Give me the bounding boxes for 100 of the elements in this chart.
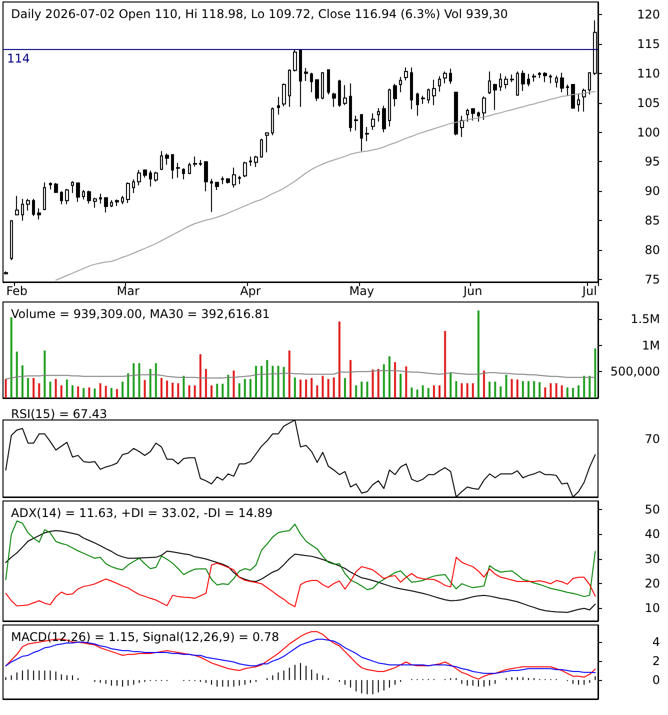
chart-title: MACD(12,26) = 1.15, Signal(12,26,9) = 0.78: [11, 630, 280, 644]
y-tick-label: 500,000: [610, 364, 660, 379]
y-tick-label: 80: [644, 243, 660, 258]
chart-title: RSI(15) = 67.43: [11, 407, 108, 421]
bar: [350, 360, 352, 398]
candlestick: [182, 168, 185, 180]
bar: [355, 385, 358, 398]
candlestick: [338, 79, 341, 108]
bar: [204, 368, 207, 398]
candlestick: [566, 84, 569, 96]
bar: [199, 354, 202, 398]
bar: [72, 385, 74, 398]
y-tick-label: 115: [637, 36, 660, 51]
y-tick-label: 90: [644, 184, 660, 198]
bar: [255, 366, 258, 398]
bar: [527, 381, 530, 398]
text: 70: [644, 432, 660, 446]
candlestick: [588, 72, 591, 96]
candlestick: [115, 198, 119, 206]
candlestick: [416, 92, 419, 116]
bar: [110, 388, 112, 398]
chart-title: ADX(14) = 11.63, +DI = 33.02, -DI = 14.89: [11, 506, 273, 520]
bar: [194, 385, 196, 398]
candlestick: [504, 76, 508, 90]
candlestick: [360, 114, 363, 152]
candlestick: [460, 115, 464, 138]
bar: [477, 310, 480, 398]
y-tick-label: 110: [637, 66, 660, 80]
line-series: [5, 631, 596, 680]
candlestick: [238, 175, 241, 185]
bar: [494, 382, 496, 398]
bar: [244, 379, 246, 398]
y-tick-label: 40: [644, 527, 660, 542]
bar: [232, 370, 235, 398]
candlestick: [160, 150, 163, 170]
candlestick: [232, 167, 236, 188]
candlestick: [15, 195, 19, 216]
candlestick: [288, 68, 291, 108]
bar: [416, 390, 418, 398]
bar: [450, 372, 452, 398]
line-series: [5, 530, 596, 613]
y-tick-label: 2: [652, 654, 660, 668]
candlestick: [76, 182, 80, 202]
bar: [560, 385, 563, 398]
line-series: [55, 91, 596, 281]
bar: [222, 384, 224, 398]
candlestick: [265, 132, 269, 153]
bar: [488, 382, 491, 398]
bar: [216, 384, 218, 398]
candlestick: [555, 75, 558, 88]
bar: [572, 388, 574, 398]
bar: [60, 385, 62, 398]
candlestick: [199, 159, 202, 166]
candlestick: [204, 160, 208, 192]
candlestick: [466, 108, 469, 122]
bar: [288, 350, 290, 398]
bar: [322, 376, 324, 398]
y-tick-label: 75: [644, 272, 660, 287]
bar: [132, 363, 135, 398]
candlestick: [10, 220, 13, 261]
bar: [316, 385, 318, 398]
candlestick: [315, 78, 319, 102]
candlestick: [49, 182, 52, 190]
ref-line-label: 114: [7, 52, 30, 66]
bar: [282, 366, 285, 398]
bar: [438, 385, 441, 398]
bar: [522, 381, 524, 398]
candlestick: [277, 96, 280, 116]
bar: [310, 378, 313, 398]
bar: [455, 381, 458, 398]
candlestick: [577, 92, 580, 112]
candlestick: [377, 108, 380, 122]
bar: [516, 380, 518, 398]
x-tick-label: Apr: [240, 284, 261, 298]
bar: [166, 380, 168, 398]
x-tick-label: Feb: [6, 284, 28, 298]
bar: [266, 360, 268, 398]
candlestick: [527, 73, 530, 87]
bar: [338, 322, 340, 398]
candlestick: [499, 72, 502, 92]
bar: [122, 382, 124, 398]
candlestick: [310, 72, 313, 93]
bar: [432, 385, 435, 398]
bar: [104, 386, 107, 398]
bar: [38, 383, 40, 398]
candlestick: [193, 156, 197, 167]
bar: [305, 380, 308, 398]
bar: [555, 383, 558, 398]
candlestick: [299, 49, 302, 108]
line-series: [5, 520, 596, 598]
candlestick: [521, 70, 525, 92]
bar: [138, 363, 140, 398]
bar: [360, 382, 363, 398]
bar: [344, 378, 346, 398]
candlestick: [382, 105, 386, 133]
candlestick: [215, 182, 219, 191]
bar: [483, 370, 486, 398]
candlestick: [449, 68, 452, 84]
candlestick: [221, 176, 224, 185]
candlestick: [388, 88, 391, 127]
